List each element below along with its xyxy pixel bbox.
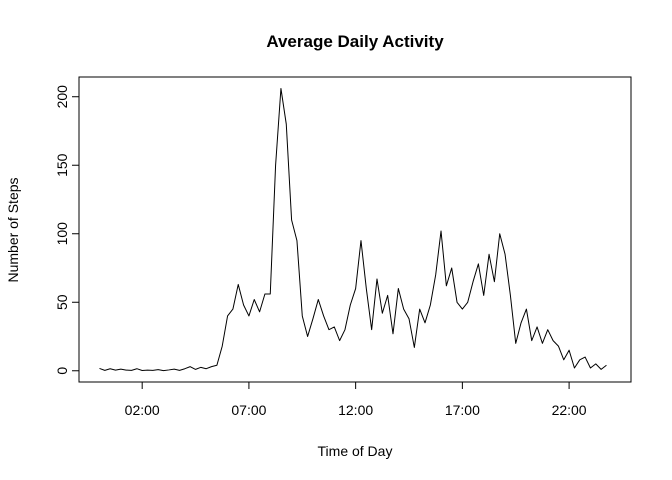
- x-tick-label: 07:00: [231, 402, 266, 418]
- x-tick-label: 22:00: [552, 402, 587, 418]
- x-tick-label: 17:00: [445, 402, 480, 418]
- y-tick-label: 50: [54, 294, 70, 310]
- x-tick-label: 12:00: [338, 402, 373, 418]
- data-line: [99, 88, 607, 372]
- y-tick-label: 100: [54, 222, 70, 246]
- x-axis-title: Time of Day: [318, 443, 393, 459]
- x-tick-label: 02:00: [125, 402, 160, 418]
- y-tick-label: 200: [54, 85, 70, 109]
- chart-title: Average Daily Activity: [266, 32, 444, 51]
- y-axis-title: Number of Steps: [5, 177, 21, 282]
- y-tick-label: 0: [54, 367, 70, 375]
- y-tick-label: 150: [54, 153, 70, 177]
- plot-box: [78, 76, 632, 383]
